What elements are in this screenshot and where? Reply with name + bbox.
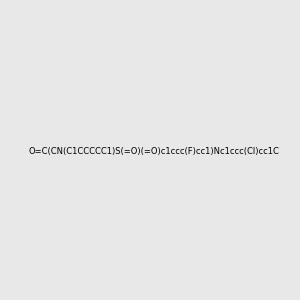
Text: O=C(CN(C1CCCCC1)S(=O)(=O)c1ccc(F)cc1)Nc1ccc(Cl)cc1C: O=C(CN(C1CCCCC1)S(=O)(=O)c1ccc(F)cc1)Nc1…: [28, 147, 279, 156]
